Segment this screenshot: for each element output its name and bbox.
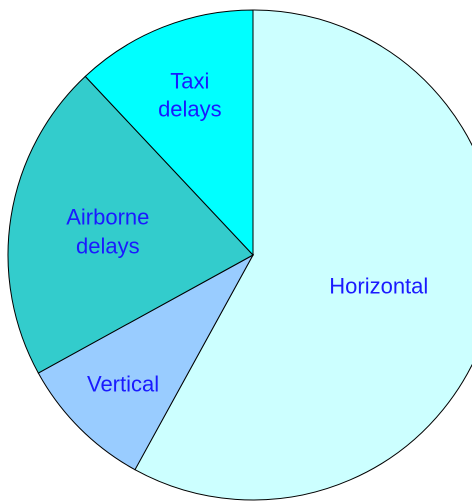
pie-slice bbox=[37, 253, 255, 471]
slice-label: Horizontal bbox=[329, 273, 429, 299]
slice-label: Airborne delays bbox=[66, 204, 150, 258]
slice-label: Taxi delays bbox=[158, 67, 222, 122]
slice-label: Vertical bbox=[86, 371, 160, 397]
pie-slice bbox=[84, 9, 254, 257]
pie-slice bbox=[134, 9, 472, 501]
pie-slice bbox=[7, 75, 254, 374]
